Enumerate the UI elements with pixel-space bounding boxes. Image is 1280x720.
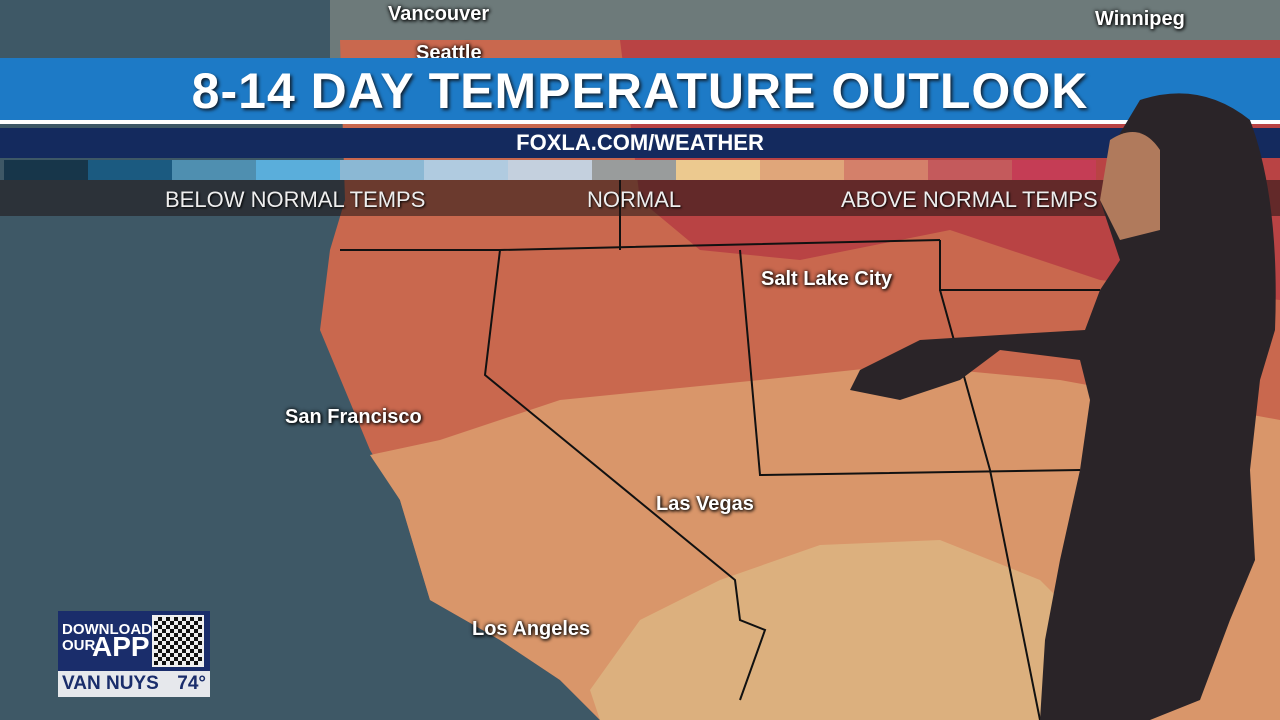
- legend-swatch: [508, 160, 592, 180]
- legend-swatch: [88, 160, 172, 180]
- location-label: VAN NUYS: [62, 673, 159, 694]
- legend-swatch: [928, 160, 1012, 180]
- city-label: Vancouver: [388, 3, 490, 25]
- legend-labels: BELOW NORMAL TEMPS NORMAL ABOVE NORMAL T…: [0, 180, 1280, 216]
- qr-code-icon[interactable]: [152, 615, 204, 667]
- url-banner: FOXLA.COM/WEATHER: [0, 128, 1280, 158]
- promo-line: APP: [92, 631, 150, 662]
- page-title: 8-14 DAY TEMPERATURE OUTLOOK: [191, 63, 1089, 119]
- legend-swatch: [592, 160, 676, 180]
- legend-swatch: [256, 160, 340, 180]
- legend-swatch: [4, 160, 88, 180]
- legend-swatch: [424, 160, 508, 180]
- city-label: Winnipeg: [1095, 8, 1185, 30]
- app-promo-badge[interactable]: DOWNLOAD OUR APP VAN NUYS 74°: [58, 611, 210, 697]
- current-conditions: VAN NUYS 74°: [58, 671, 210, 697]
- legend-swatch: [172, 160, 256, 180]
- legend-swatch: [340, 160, 424, 180]
- legend-swatch: [844, 160, 928, 180]
- legend-swatch: [760, 160, 844, 180]
- promo-line: DOWNLOAD: [62, 621, 152, 638]
- legend-swatch: [676, 160, 760, 180]
- legend-swatch: [1012, 160, 1096, 180]
- city-label: Las Vegas: [656, 493, 754, 515]
- normal-region: [590, 540, 1120, 720]
- temperature-legend-scale: [4, 160, 1096, 180]
- city-label: San Francisco: [285, 406, 422, 428]
- legend-normal-label: NORMAL: [587, 187, 682, 212]
- promo-line: OUR: [62, 637, 96, 654]
- title-banner: 8-14 DAY TEMPERATURE OUTLOOK: [0, 58, 1280, 124]
- legend-below-label: BELOW NORMAL TEMPS: [165, 187, 426, 212]
- city-label: Los Angeles: [472, 618, 591, 640]
- city-label: Salt Lake City: [761, 268, 893, 290]
- legend-above-label: ABOVE NORMAL TEMPS: [841, 187, 1098, 212]
- temperature-value: 74°: [177, 673, 206, 694]
